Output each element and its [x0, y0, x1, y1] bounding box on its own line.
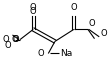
Text: O: O [12, 35, 18, 44]
Text: O: O [100, 29, 107, 38]
Text: O: O [38, 49, 45, 58]
Text: O: O [30, 7, 37, 16]
Text: O: O [30, 3, 37, 12]
Text: O: O [89, 19, 95, 28]
Text: O: O [5, 41, 12, 50]
Text: O: O [70, 3, 77, 12]
Text: O: O [2, 35, 9, 44]
Text: Na: Na [61, 49, 73, 58]
Text: O: O [13, 35, 20, 44]
